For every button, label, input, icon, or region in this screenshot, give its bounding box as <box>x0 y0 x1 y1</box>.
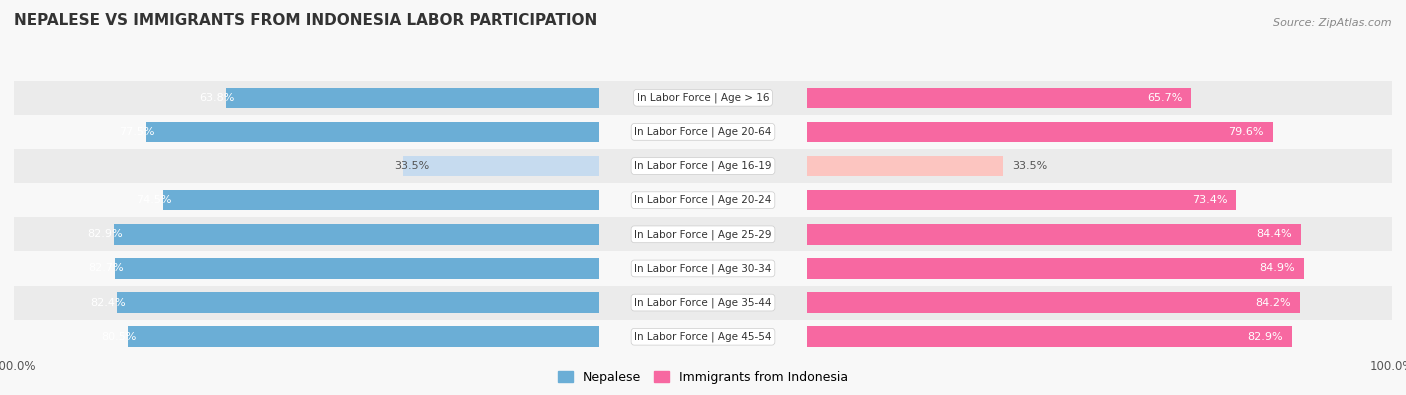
Text: In Labor Force | Age 20-24: In Labor Force | Age 20-24 <box>634 195 772 205</box>
Bar <box>114 224 599 245</box>
Bar <box>0 149 1406 183</box>
Bar <box>0 81 1406 115</box>
Text: 84.9%: 84.9% <box>1260 263 1295 273</box>
Bar <box>0 115 1406 149</box>
Bar <box>0 81 1406 115</box>
Bar <box>0 183 1406 217</box>
Text: 63.8%: 63.8% <box>200 93 235 103</box>
Bar <box>0 217 1406 251</box>
Bar <box>0 183 1406 217</box>
Text: In Labor Force | Age 45-54: In Labor Force | Age 45-54 <box>634 331 772 342</box>
Bar <box>404 156 599 176</box>
Bar <box>0 149 1406 183</box>
Text: 82.7%: 82.7% <box>89 263 124 273</box>
Bar <box>807 327 1292 347</box>
Bar <box>0 81 1406 115</box>
Bar <box>128 327 599 347</box>
Text: In Labor Force | Age 16-19: In Labor Force | Age 16-19 <box>634 161 772 171</box>
Bar <box>226 88 599 108</box>
Legend: Nepalese, Immigrants from Indonesia: Nepalese, Immigrants from Indonesia <box>553 366 853 389</box>
Text: 77.5%: 77.5% <box>120 127 155 137</box>
Bar <box>0 286 1406 320</box>
Bar <box>0 320 1406 354</box>
Text: 84.4%: 84.4% <box>1257 229 1292 239</box>
Text: 74.5%: 74.5% <box>136 195 172 205</box>
Bar <box>807 224 1301 245</box>
Bar <box>0 149 1406 183</box>
Bar <box>807 190 1236 211</box>
Bar <box>807 88 1191 108</box>
Bar <box>0 251 1406 286</box>
Text: 33.5%: 33.5% <box>1012 161 1047 171</box>
Bar <box>163 190 599 211</box>
Text: 65.7%: 65.7% <box>1147 93 1182 103</box>
Bar <box>0 115 1406 149</box>
Bar <box>146 122 599 142</box>
Bar <box>807 258 1303 279</box>
Text: 33.5%: 33.5% <box>394 161 429 171</box>
Bar <box>0 217 1406 251</box>
Bar <box>0 286 1406 320</box>
Text: 79.6%: 79.6% <box>1229 127 1264 137</box>
Bar <box>0 320 1406 354</box>
Bar <box>117 292 599 313</box>
Text: 82.4%: 82.4% <box>90 297 125 308</box>
Bar <box>0 183 1406 217</box>
Text: Source: ZipAtlas.com: Source: ZipAtlas.com <box>1274 18 1392 28</box>
Bar <box>0 217 1406 251</box>
Text: 84.2%: 84.2% <box>1256 297 1291 308</box>
Bar <box>115 258 599 279</box>
Text: 73.4%: 73.4% <box>1192 195 1227 205</box>
Bar <box>807 156 1002 176</box>
Text: 80.5%: 80.5% <box>101 332 136 342</box>
Text: In Labor Force | Age 35-44: In Labor Force | Age 35-44 <box>634 297 772 308</box>
Text: In Labor Force | Age 25-29: In Labor Force | Age 25-29 <box>634 229 772 240</box>
Bar <box>0 286 1406 320</box>
Text: In Labor Force | Age 20-64: In Labor Force | Age 20-64 <box>634 127 772 137</box>
Bar <box>0 115 1406 149</box>
Text: In Labor Force | Age 30-34: In Labor Force | Age 30-34 <box>634 263 772 274</box>
Bar <box>807 122 1272 142</box>
Bar <box>0 320 1406 354</box>
Text: In Labor Force | Age > 16: In Labor Force | Age > 16 <box>637 92 769 103</box>
Bar <box>0 251 1406 286</box>
Text: 82.9%: 82.9% <box>1247 332 1284 342</box>
Text: 82.9%: 82.9% <box>87 229 122 239</box>
Text: NEPALESE VS IMMIGRANTS FROM INDONESIA LABOR PARTICIPATION: NEPALESE VS IMMIGRANTS FROM INDONESIA LA… <box>14 13 598 28</box>
Bar <box>807 292 1299 313</box>
Bar <box>0 251 1406 286</box>
